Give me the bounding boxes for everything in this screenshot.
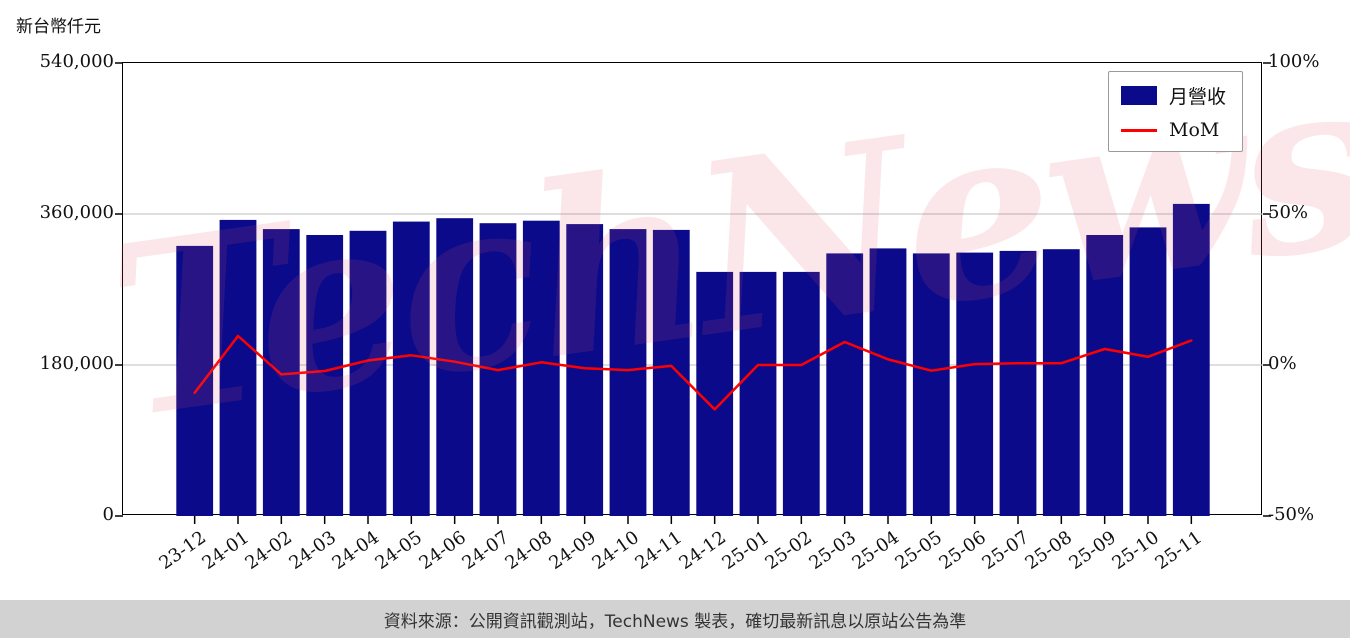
x-axis-tick-label: 25-05 xyxy=(891,527,947,574)
left-axis-tick-labels: 540,000 360,000 180,000 0 xyxy=(0,0,114,638)
x-axis-tick-label: 25-06 xyxy=(935,527,990,574)
right-axis-tick-label: -50% xyxy=(1268,504,1315,525)
x-axis-tick-label: 25-07 xyxy=(978,527,1034,574)
left-axis-tick-label: 360,000 xyxy=(39,202,114,223)
x-axis-tick-label: 24-11 xyxy=(631,527,687,574)
legend-item-mom: MoM xyxy=(1121,119,1226,141)
legend-label-revenue: 月營收 xyxy=(1169,86,1227,108)
x-axis-tick-label: 24-02 xyxy=(241,527,297,574)
x-axis-tick-label: 24-05 xyxy=(371,527,427,574)
x-axis-tick-label: 25-11 xyxy=(1151,527,1207,574)
x-axis-tick-label: 24-03 xyxy=(285,527,340,574)
left-axis-tick-label: 540,000 xyxy=(39,51,114,72)
x-axis-tick-label: 25-09 xyxy=(1065,527,1120,574)
legend-label-mom: MoM xyxy=(1169,119,1220,141)
right-axis-tick-label: 100% xyxy=(1268,51,1320,72)
chart-canvas xyxy=(115,62,1271,524)
x-axis-tick-label: 24-12 xyxy=(675,527,730,574)
legend-bar-swatch xyxy=(1121,86,1157,105)
x-axis-tick-label: 24-07 xyxy=(458,527,514,574)
left-axis-tick-label: 0 xyxy=(102,504,114,525)
plot-area xyxy=(115,62,1271,524)
left-axis-tick-label: 180,000 xyxy=(39,353,114,374)
x-axis-tick-label: 24-10 xyxy=(588,527,644,574)
legend: 月營收 MoM xyxy=(1108,71,1244,152)
x-axis-tick-label: 24-09 xyxy=(545,527,600,574)
x-axis-tick-label: 24-06 xyxy=(415,527,470,574)
x-axis-tick-label: 25-08 xyxy=(1021,527,1077,574)
legend-item-revenue: 月營收 xyxy=(1121,82,1226,109)
x-axis-tick-label: 24-04 xyxy=(328,527,384,574)
x-axis-tick-label: 25-02 xyxy=(761,527,817,574)
x-axis-tick-label: 24-01 xyxy=(198,527,254,574)
right-axis-tick-label: 0% xyxy=(1268,353,1297,374)
right-axis-tick-labels: 100% 50% 0% -50% xyxy=(1268,0,1348,638)
right-axis-tick-label: 50% xyxy=(1268,202,1309,223)
legend-line-swatch xyxy=(1121,128,1157,132)
x-axis-tick-label: 25-03 xyxy=(805,527,860,574)
x-axis-tick-label: 25-01 xyxy=(718,527,774,574)
source-footer: 資料來源：公開資訊觀測站，TechNews 製表，確切最新訊息以原站公告為準 xyxy=(0,600,1350,638)
x-axis-tick-label: 25-04 xyxy=(848,527,904,574)
x-axis-tick-label: 24-08 xyxy=(501,527,557,574)
y-axis-unit-label: 新台幣仟元 xyxy=(16,17,101,37)
x-axis-tick-label: 25-10 xyxy=(1108,527,1164,574)
x-axis-tick-label: 23-12 xyxy=(155,527,210,574)
